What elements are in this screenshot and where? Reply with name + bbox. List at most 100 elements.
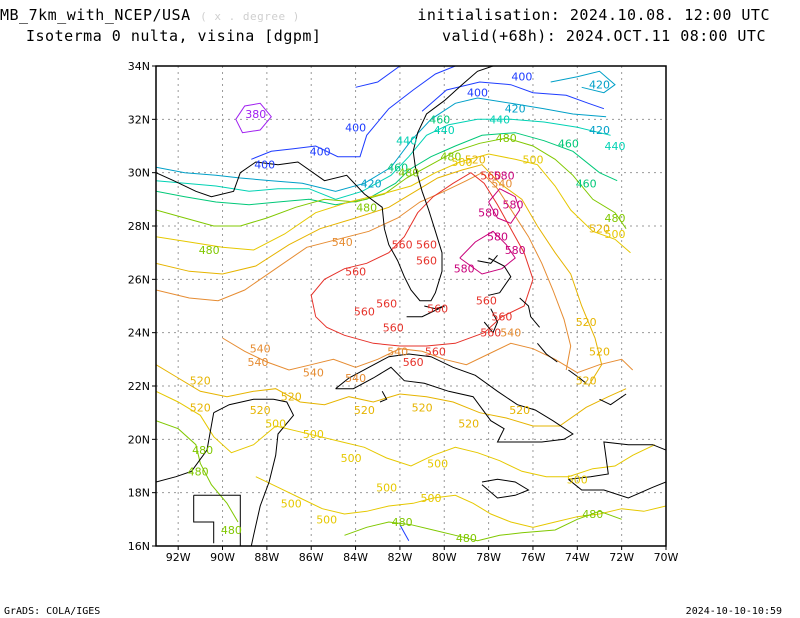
lat-tick-label: 18N	[128, 487, 150, 500]
contour-label: 480	[199, 244, 220, 257]
contour-label: 560	[383, 321, 404, 334]
contour-480	[156, 137, 627, 229]
contour-label: 480	[356, 201, 377, 214]
contour-label: 560	[427, 303, 448, 316]
lat-tick-label: 20N	[128, 433, 150, 446]
map-title: Isoterma 0 nulta, visina [dgpm]	[26, 27, 322, 45]
contour-label: 400	[254, 159, 275, 172]
lon-tick-label: 76W	[521, 551, 546, 564]
init-value: 2024.10.08. 12:00 UTC	[569, 6, 770, 24]
lon-tick-label: 86W	[299, 551, 324, 564]
coastline-path	[156, 412, 215, 483]
contour-label: 420	[589, 124, 610, 137]
lon-tick-label: 72W	[609, 551, 634, 564]
contour-label: 520	[190, 375, 211, 388]
contour-580	[488, 188, 521, 224]
contour-label: 480	[440, 151, 461, 164]
coastline-path	[156, 66, 494, 302]
contour-label: 500	[265, 417, 286, 430]
coastline-path	[568, 369, 587, 384]
coastline-path	[481, 478, 530, 499]
lon-tick-label: 78W	[476, 551, 501, 564]
lat-tick-label: 30N	[128, 167, 150, 180]
model-name: MB_7km_with_NCEP/USA ( x . degree )	[0, 6, 300, 24]
contour-label: 400	[467, 87, 488, 100]
coastline-path	[193, 495, 215, 544]
units-text: ( x . degree )	[200, 10, 300, 23]
contour-label: 560	[354, 305, 375, 318]
contour-label: 540	[303, 367, 324, 380]
footer-timestamp: 2024-10-10-10:59	[685, 606, 782, 617]
contour-labels: 3804004004004004004204204204204404404404…	[188, 71, 626, 545]
contour-label: 480	[192, 444, 213, 457]
contour-label: 480	[496, 132, 517, 145]
contour-lines	[156, 66, 666, 542]
contour-label: 560	[480, 169, 501, 182]
contour-520	[156, 364, 627, 427]
contour-label: 480	[392, 516, 413, 529]
contour-label: 380	[245, 108, 266, 121]
coastline-path	[406, 305, 445, 318]
coastline-path	[488, 257, 512, 296]
contour-label: 480	[605, 212, 626, 225]
contour-label: 520	[576, 375, 597, 388]
coastlines	[156, 66, 666, 546]
coastline-path	[250, 398, 295, 546]
contour-540	[156, 172, 572, 371]
contour-400	[421, 81, 605, 112]
contour-380	[235, 102, 272, 134]
lon-tick-label: 92W	[166, 551, 191, 564]
contour-label: 540	[491, 177, 512, 190]
lat-tick-label: 28N	[128, 220, 150, 233]
contour-540	[222, 337, 634, 374]
contour-label: 500	[523, 153, 544, 166]
contour-label: 440	[434, 124, 455, 137]
contour-500	[255, 476, 666, 528]
contour-460	[156, 132, 618, 206]
lat-tick-label: 32N	[128, 113, 150, 126]
model-name-text: MB_7km_with_NCEP/USA	[0, 6, 191, 24]
contour-label: 520	[589, 345, 610, 358]
lon-tick-label: 74W	[565, 551, 590, 564]
contour-400	[251, 66, 456, 160]
contour-label: 500	[567, 473, 588, 486]
valid-time: valid(+68h): 2024.OCT.11 08:00 UTC	[442, 27, 766, 45]
contour-label: 540	[345, 372, 366, 385]
lat-tick-label: 26N	[128, 273, 150, 286]
coastline-path	[335, 353, 574, 443]
contour-560	[310, 172, 534, 347]
coastline-path	[537, 342, 558, 363]
lat-tick-label: 24N	[128, 327, 150, 340]
contour-480	[344, 510, 622, 542]
contour-label: 560	[425, 345, 446, 358]
contour-label: 420	[361, 177, 382, 190]
contour-label: 520	[509, 404, 530, 417]
contour-label: 480	[398, 167, 419, 180]
contour-label: 560	[392, 239, 413, 252]
coastline-path	[599, 393, 627, 406]
contour-520	[156, 164, 603, 387]
contour-label: 400	[310, 145, 331, 158]
contour-label: 580	[454, 263, 475, 276]
contour-label: 500	[427, 457, 448, 470]
coastline-path	[519, 297, 540, 328]
contour-label: 520	[190, 401, 211, 414]
contour-label: 480	[221, 524, 242, 537]
contour-label: 500	[376, 481, 397, 494]
lon-tick-label: 84W	[343, 551, 368, 564]
contour-label: 440	[605, 140, 626, 153]
contour-440	[156, 118, 611, 200]
coastline-path	[379, 391, 388, 403]
contour-label: 580	[505, 244, 526, 257]
contour-500	[156, 153, 631, 254]
contour-label: 520	[412, 401, 433, 414]
contour-label: 520	[250, 404, 271, 417]
contour-label: 560	[480, 327, 501, 340]
contour-label: 580	[494, 169, 515, 182]
contour-label: 560	[403, 356, 424, 369]
lon-tick-label: 70W	[654, 551, 679, 564]
contour-label: 400	[345, 121, 366, 134]
contour-420	[550, 70, 616, 94]
contour-label: 500	[303, 428, 324, 441]
